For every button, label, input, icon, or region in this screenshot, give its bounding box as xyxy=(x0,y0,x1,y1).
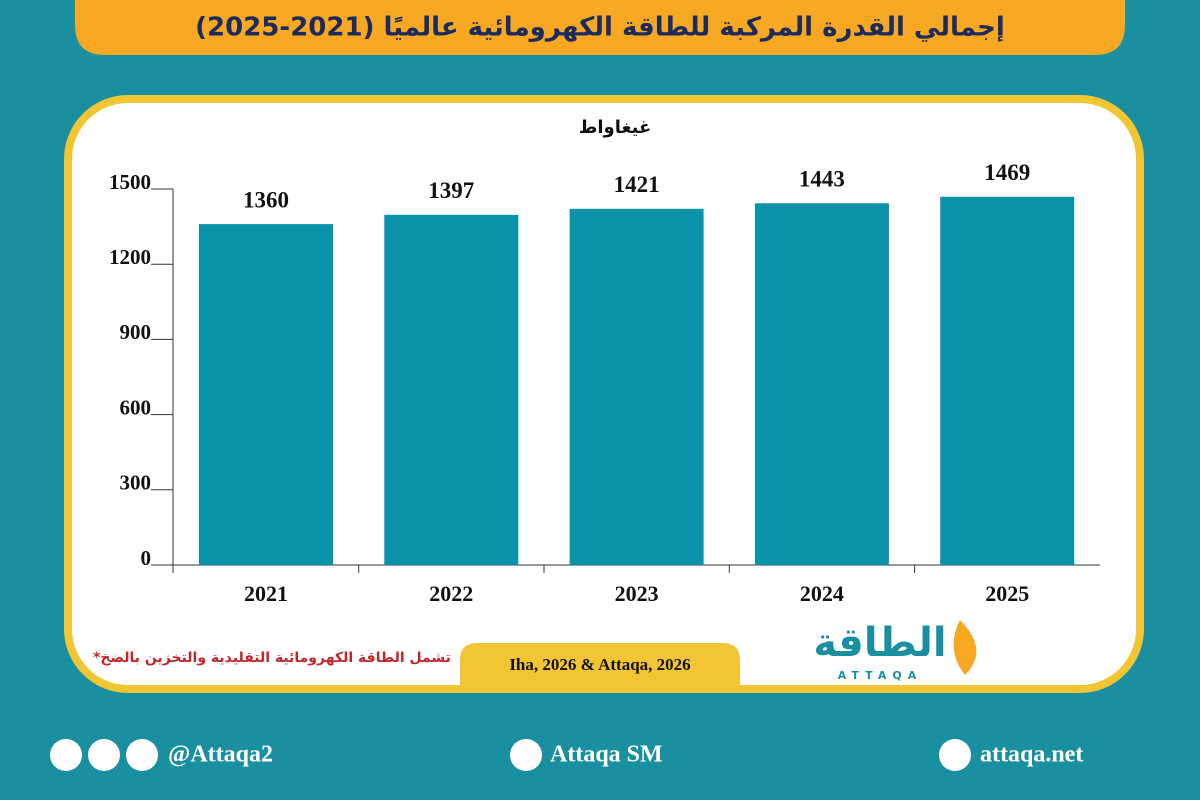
y-tick-label: 1200 xyxy=(109,245,151,269)
data-label: 1421 xyxy=(614,172,660,197)
data-label: 1469 xyxy=(984,160,1030,185)
y-tick-label: 300 xyxy=(120,471,152,495)
footnote: *تشمل الطاقة الكهرومائية التقليدية والتخ… xyxy=(93,650,451,666)
y-tick-label: 1500 xyxy=(109,170,151,194)
footer-social: @Attaqa2 xyxy=(168,742,273,768)
data-label: 1443 xyxy=(799,167,845,192)
data-label: 1360 xyxy=(243,187,289,212)
bar xyxy=(569,208,704,565)
y-tick-label: 900 xyxy=(120,320,152,344)
footer-youtube: Attaqa SM xyxy=(550,742,663,768)
x-tick-label: 2022 xyxy=(429,581,473,606)
y-tick-label: 600 xyxy=(120,395,152,419)
x-tick-label: 2024 xyxy=(800,581,844,606)
logo-latin: ATTAQA xyxy=(838,669,922,682)
data-label: 1397 xyxy=(428,178,474,203)
y-tick-label: 0 xyxy=(141,546,152,570)
globe-icon xyxy=(939,739,971,771)
logo-drop xyxy=(953,620,977,675)
x-tick-label: 2025 xyxy=(985,581,1029,606)
bar xyxy=(940,196,1075,565)
source-tab xyxy=(460,643,740,689)
x-tick-label: 2021 xyxy=(244,581,288,606)
social-icons xyxy=(50,739,971,771)
logo-name: الطاقة xyxy=(813,620,946,666)
bar xyxy=(754,203,889,565)
title-banner xyxy=(75,0,1125,55)
x-tick-label: 2023 xyxy=(615,581,659,606)
facebook-icon xyxy=(126,739,158,771)
bar xyxy=(384,214,519,565)
bar xyxy=(199,224,333,566)
youtube-icon xyxy=(510,739,542,771)
chart-title: إجمالي القدرة المركبة للطاقة الكهرومائية… xyxy=(195,13,1005,43)
source: Iha, 2026 & Attaqa, 2026 xyxy=(509,655,690,674)
footer-website: attaqa.net xyxy=(980,742,1083,768)
x-icon xyxy=(50,739,82,771)
y-axis-unit: غيغاواط xyxy=(579,117,652,138)
instagram-icon xyxy=(88,739,120,771)
